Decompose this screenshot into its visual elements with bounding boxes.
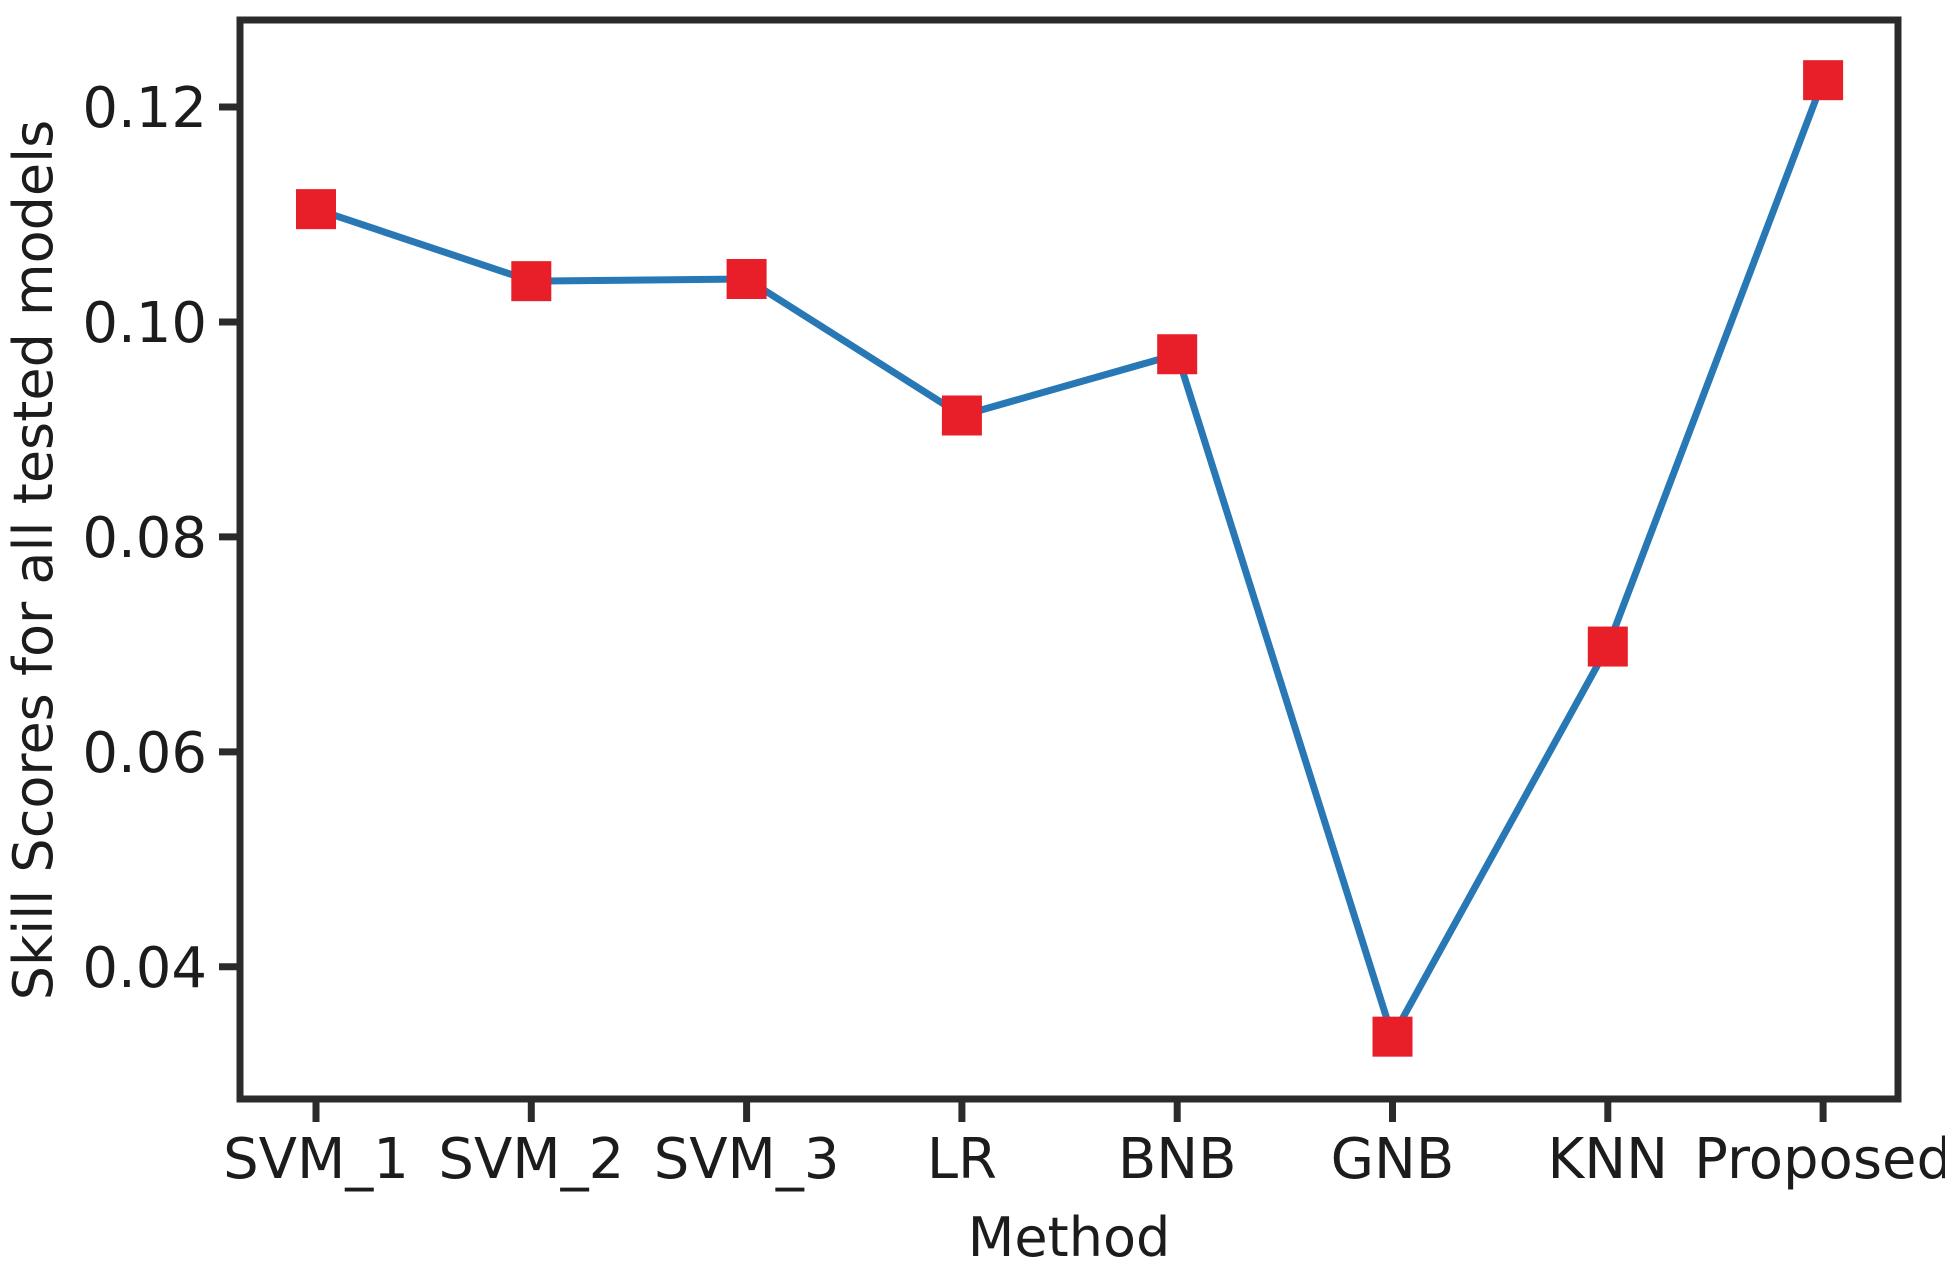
plot-border [236,16,1902,1103]
data-point-marker [726,259,767,300]
y-tick-label: 0.08 [82,506,207,571]
x-tick-label: BNB [1118,1127,1237,1192]
data-point-marker [1372,1016,1413,1057]
data-point-marker [511,261,552,302]
plot-area: 0.04 0.06 0.08 0.10 0.12 SVM_1 SVM_2 SVM_3 LR BNB… [82,16,1945,1192]
x-tick-label: SVM_1 [223,1127,409,1192]
series-line [314,78,1827,1041]
y-tick-label: 0.06 [82,721,207,786]
x-tick-label: KNN [1548,1127,1669,1192]
y-axis-label: Skill Scores for all tested models [2,120,65,1001]
data-point-marker [1157,334,1198,375]
x-tick-label: SVM_2 [438,1127,624,1192]
data-point-marker [941,395,982,436]
x-tick-label: Proposed [1694,1127,1945,1192]
x-tick-label: SVM_3 [654,1127,840,1192]
x-tick-label: GNB [1331,1127,1455,1192]
y-tick-label: 0.12 [82,76,207,141]
x-axis-label: Method [968,1206,1171,1269]
data-point-marker [296,189,336,230]
y-tick-label: 0.10 [82,291,207,356]
data-point-marker [1587,626,1628,667]
x-tick-label: LR [927,1127,997,1192]
y-tick-label: 0.04 [82,936,207,1001]
data-point-marker [1803,60,1844,101]
